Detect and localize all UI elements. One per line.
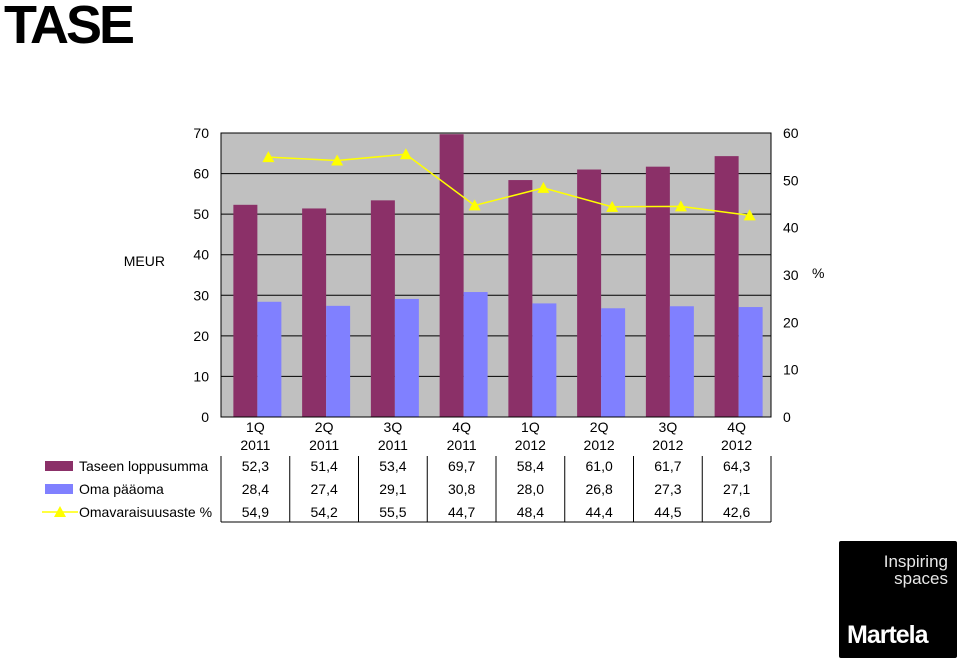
x-tick-label-quarter: 4Q [727,419,746,435]
bar-taseen-loppusumma [508,180,533,417]
legend-label: Omavaraisuusaste % [79,504,212,520]
x-tick-label-year: 2012 [721,437,752,453]
bar-oma-paaoma [463,292,488,417]
x-tick-label-year: 2011 [447,437,477,453]
x-tick-label-year: 2012 [652,437,683,453]
bar-taseen-loppusumma [302,208,327,417]
logo-tagline: Inspiring spaces [884,553,948,587]
legend-label: Taseen loppusumma [79,458,208,474]
data-label: 53,4 [379,458,406,474]
data-label: 44,7 [448,504,475,520]
bar-taseen-loppusumma [370,200,395,417]
bar-taseen-loppusumma [645,166,670,417]
point-omavaraisuusaste [468,199,481,211]
bar-oma-paaoma [669,306,694,417]
y-tick-left: 30 [193,287,209,303]
x-tick-label-quarter: 3Q [659,419,678,435]
x-tick-label-year: 2011 [240,437,270,453]
x-tick-label-quarter: 1Q [246,419,265,435]
point-omavaraisuusaste [262,151,275,163]
data-label: 42,6 [723,504,750,520]
data-label: 61,0 [586,458,613,474]
data-label: 44,5 [654,504,681,520]
x-tick-label-year: 2012 [515,437,546,453]
martela-logo: Inspiring spaces Martela [839,541,957,658]
bar-oma-paaoma [738,307,763,417]
data-label: 58,4 [517,458,544,474]
logo-tagline-line-2: spaces [894,569,948,588]
data-label: 54,9 [242,504,269,520]
legend-key-marker [54,506,66,517]
data-label: 55,5 [379,504,406,520]
point-omavaraisuusaste [331,154,344,166]
point-omavaraisuusaste [743,209,756,221]
y-tick-left: 70 [193,125,209,141]
data-label: 28,0 [517,481,544,497]
data-label: 51,4 [311,458,338,474]
y-tick-right: 30 [783,267,799,283]
data-label: 27,3 [654,481,681,497]
data-label: 48,4 [517,504,544,520]
y-axis-label-left: MEUR [124,253,165,269]
data-label: 27,1 [723,481,750,497]
data-label: 61,7 [654,458,681,474]
data-label: 30,8 [448,481,475,497]
y-tick-left: 0 [201,409,209,425]
x-tick-label-year: 2012 [584,437,615,453]
data-label: 69,7 [448,458,475,474]
point-omavaraisuusaste [399,148,412,160]
legend-key [45,484,73,494]
bar-taseen-loppusumma [233,204,258,417]
bar-taseen-loppusumma [439,134,464,417]
y-tick-right: 20 [783,314,799,330]
page-title: TASE [4,0,135,55]
bar-oma-paaoma [394,298,419,417]
chart: 0 10 20 30 40 50 60 70 0 10 20 30 40 50 60 MEUR% 1Q 2011 2… [42,125,824,523]
y-tick-right: 50 [783,172,799,188]
bar-oma-paaoma [532,303,557,417]
bar-oma-paaoma [326,305,351,417]
x-tick-label-year: 2011 [378,437,408,453]
legend-key [45,461,73,471]
y-tick-right: 0 [783,409,791,425]
data-label: 26,8 [586,481,613,497]
y-tick-right: 60 [783,125,799,141]
y-tick-right: 40 [783,220,799,236]
bar-taseen-loppusumma [577,169,602,417]
data-label: 52,3 [242,458,269,474]
bar-taseen-loppusumma [714,156,739,417]
data-label: 28,4 [242,481,269,497]
point-omavaraisuusaste [674,200,687,212]
y-tick-left: 60 [193,166,209,182]
x-tick-label-quarter: 3Q [384,419,403,435]
y-tick-left: 10 [193,368,209,384]
y-tick-right: 10 [783,362,799,378]
data-label: 27,4 [311,481,338,497]
x-tick-label-year: 2011 [309,437,339,453]
logo-tagline-line-1: Inspiring [883,552,948,571]
legend-label: Oma pääoma [79,481,164,497]
y-axis-label-right: % [812,265,824,281]
y-tick-left: 20 [193,328,209,344]
line-omavaraisuusaste [268,153,750,217]
bar-oma-paaoma [601,308,626,417]
x-tick-label-quarter: 2Q [315,419,334,435]
logo-brand: Martela [847,621,929,649]
point-omavaraisuusaste [606,200,619,212]
data-label: 54,2 [311,504,338,520]
x-tick-label-quarter: 4Q [452,419,471,435]
y-tick-left: 40 [193,247,209,263]
data-label: 44,4 [586,504,613,520]
x-tick-label-quarter: 1Q [521,419,540,435]
x-tick-label-quarter: 2Q [590,419,609,435]
data-label: 64,3 [723,458,750,474]
bar-oma-paaoma [257,301,282,417]
data-label: 29,1 [379,481,406,497]
y-tick-left: 50 [193,206,209,222]
point-omavaraisuusaste [537,181,550,193]
plot-frame [220,132,772,418]
